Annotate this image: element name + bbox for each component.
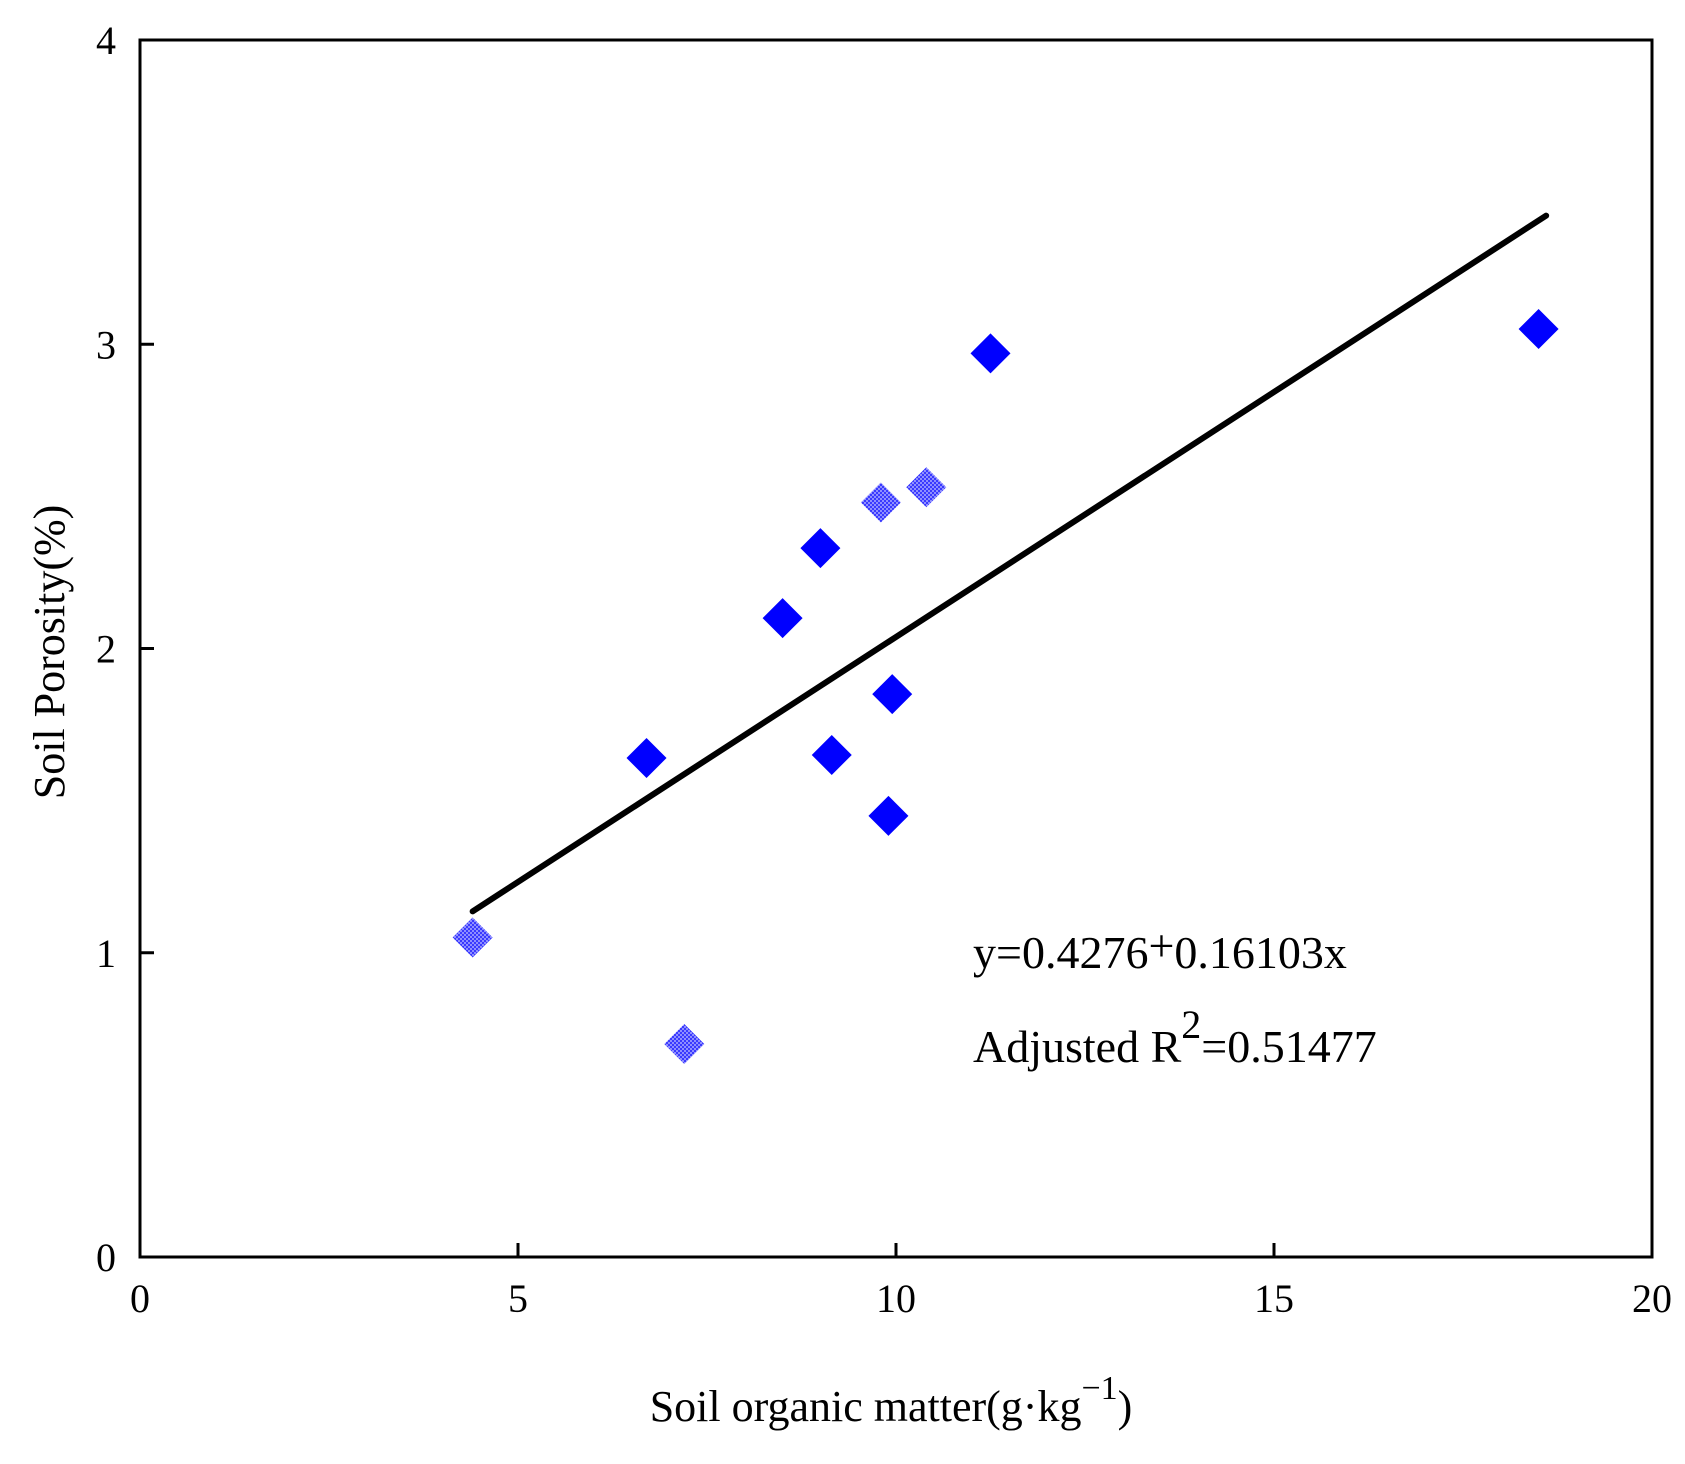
fit-equation-suffix: 0.16103x [1174,927,1347,978]
data-point [868,795,909,836]
fit-line-layer [469,212,1550,915]
adjusted-r2-suffix: =0.51477 [1201,1021,1376,1072]
axis-ticks [138,38,1654,1259]
x-tick-label: 10 [876,1276,916,1321]
y-tick-label: 3 [96,322,116,367]
data-points [452,309,1559,1065]
adjusted-r2-prefix: Adjusted R [973,1021,1182,1072]
axis-tick-labels: 0 5 10 15 20 0 1 2 3 4 [96,18,1672,1321]
x-tick-label: 15 [1254,1276,1294,1321]
data-point [970,333,1011,374]
data-point [872,674,913,715]
fit-line [469,212,1550,915]
data-point [664,1024,705,1065]
x-axis-title-superscript: −1 [1081,1370,1117,1407]
y-tick-label: 0 [96,1235,116,1280]
y-tick-label: 2 [96,627,116,672]
data-point [452,917,493,958]
fit-equation-plus: + [1148,920,1174,971]
fit-equation: y=0.4276+0.16103x [973,920,1347,978]
data-point [800,528,841,569]
data-point [906,467,947,508]
data-point [1518,309,1559,350]
data-point [860,482,901,523]
data-point [762,598,803,639]
y-tick-label: 1 [96,931,116,976]
y-axis-title: Soil Porosity(%) [25,505,74,800]
x-axis-title-main: Soil organic matter(g·kg [650,1382,1082,1431]
fit-equation-prefix: y=0.4276 [973,927,1148,978]
x-axis-title-close: ) [1118,1382,1133,1431]
data-point [811,734,852,775]
adjusted-r2: Adjusted R2=0.51477 [973,1002,1377,1072]
x-tick-label: 5 [508,1276,528,1321]
y-tick-label: 4 [96,18,116,63]
adjusted-r2-superscript: 2 [1181,1002,1201,1047]
x-tick-label: 0 [130,1276,150,1321]
plot-frame [138,38,1654,1259]
x-tick-label: 20 [1632,1276,1672,1321]
data-point [626,738,667,779]
x-axis-title: Soil organic matter(g·kg−1) [650,1370,1133,1431]
